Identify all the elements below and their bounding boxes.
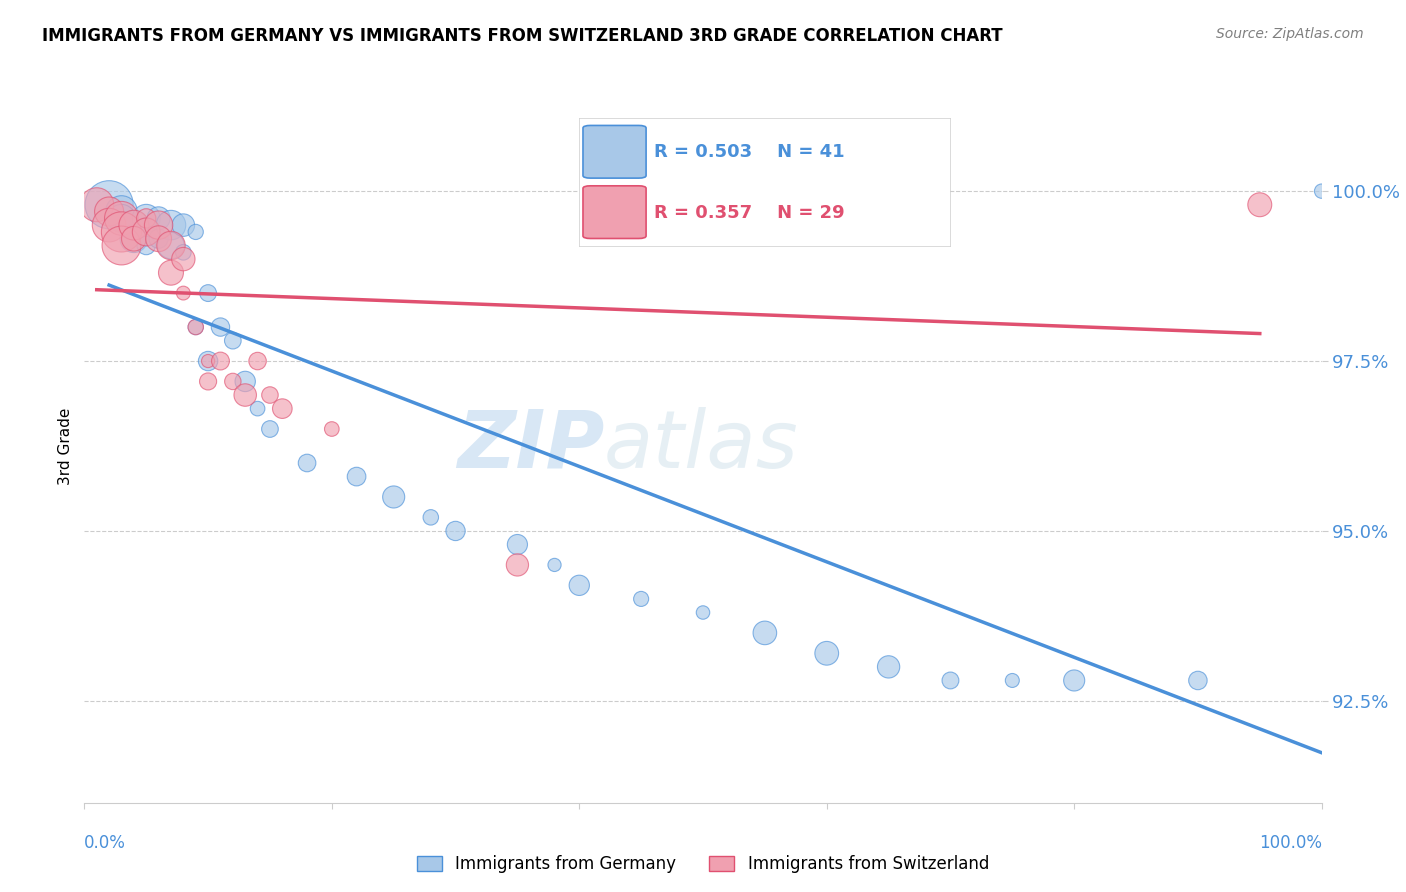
Point bbox=[1249, 198, 1271, 212]
Point bbox=[222, 375, 245, 389]
Point bbox=[122, 232, 145, 246]
Point bbox=[692, 204, 714, 219]
Point bbox=[209, 354, 232, 368]
Text: 0.0%: 0.0% bbox=[84, 834, 127, 852]
Point bbox=[148, 218, 170, 232]
Point bbox=[877, 660, 900, 674]
Point bbox=[568, 578, 591, 592]
Point bbox=[259, 388, 281, 402]
Point bbox=[148, 232, 170, 246]
Point bbox=[1187, 673, 1209, 688]
Point bbox=[86, 198, 108, 212]
Point bbox=[135, 225, 157, 239]
Point bbox=[754, 626, 776, 640]
Text: ZIP: ZIP bbox=[457, 407, 605, 485]
Point bbox=[295, 456, 318, 470]
Point bbox=[98, 198, 121, 212]
Text: 100.0%: 100.0% bbox=[1258, 834, 1322, 852]
Point bbox=[110, 238, 132, 252]
Point bbox=[815, 646, 838, 660]
Point bbox=[172, 252, 194, 266]
Point bbox=[135, 211, 157, 226]
Point bbox=[506, 537, 529, 551]
Point bbox=[939, 673, 962, 688]
Point bbox=[98, 204, 121, 219]
Point bbox=[160, 238, 183, 252]
Point bbox=[444, 524, 467, 538]
Point bbox=[259, 422, 281, 436]
Legend: Immigrants from Germany, Immigrants from Switzerland: Immigrants from Germany, Immigrants from… bbox=[411, 849, 995, 880]
Point bbox=[197, 354, 219, 368]
Point bbox=[160, 266, 183, 280]
Point bbox=[148, 232, 170, 246]
Point bbox=[1063, 673, 1085, 688]
Point bbox=[233, 375, 256, 389]
Point bbox=[122, 232, 145, 246]
Point bbox=[135, 211, 157, 226]
Point bbox=[506, 558, 529, 572]
Text: IMMIGRANTS FROM GERMANY VS IMMIGRANTS FROM SWITZERLAND 3RD GRADE CORRELATION CHA: IMMIGRANTS FROM GERMANY VS IMMIGRANTS FR… bbox=[42, 27, 1002, 45]
Point bbox=[692, 606, 714, 620]
Point bbox=[172, 218, 194, 232]
Point bbox=[184, 320, 207, 334]
Point bbox=[160, 238, 183, 252]
Point bbox=[209, 320, 232, 334]
Point bbox=[630, 591, 652, 606]
Point bbox=[271, 401, 294, 416]
Point bbox=[543, 558, 565, 572]
Point bbox=[184, 320, 207, 334]
Point bbox=[110, 211, 132, 226]
Point bbox=[110, 225, 132, 239]
Y-axis label: 3rd Grade: 3rd Grade bbox=[58, 408, 73, 484]
Text: Source: ZipAtlas.com: Source: ZipAtlas.com bbox=[1216, 27, 1364, 41]
Point bbox=[184, 225, 207, 239]
Point bbox=[321, 422, 343, 436]
Point bbox=[172, 286, 194, 301]
Point bbox=[148, 211, 170, 226]
Point bbox=[197, 354, 219, 368]
Point bbox=[110, 211, 132, 226]
Point bbox=[246, 354, 269, 368]
Point bbox=[246, 401, 269, 416]
Point bbox=[1001, 673, 1024, 688]
Point bbox=[160, 218, 183, 232]
Point bbox=[1310, 184, 1333, 198]
Point bbox=[346, 469, 368, 483]
Point bbox=[419, 510, 441, 524]
Point bbox=[382, 490, 405, 504]
Point bbox=[98, 218, 121, 232]
Point bbox=[122, 218, 145, 232]
Point bbox=[197, 375, 219, 389]
Point bbox=[172, 245, 194, 260]
Point bbox=[197, 286, 219, 301]
Text: atlas: atlas bbox=[605, 407, 799, 485]
Point bbox=[233, 388, 256, 402]
Point bbox=[222, 334, 245, 348]
Point bbox=[135, 238, 157, 252]
Point bbox=[122, 218, 145, 232]
Point bbox=[110, 204, 132, 219]
Point bbox=[135, 225, 157, 239]
